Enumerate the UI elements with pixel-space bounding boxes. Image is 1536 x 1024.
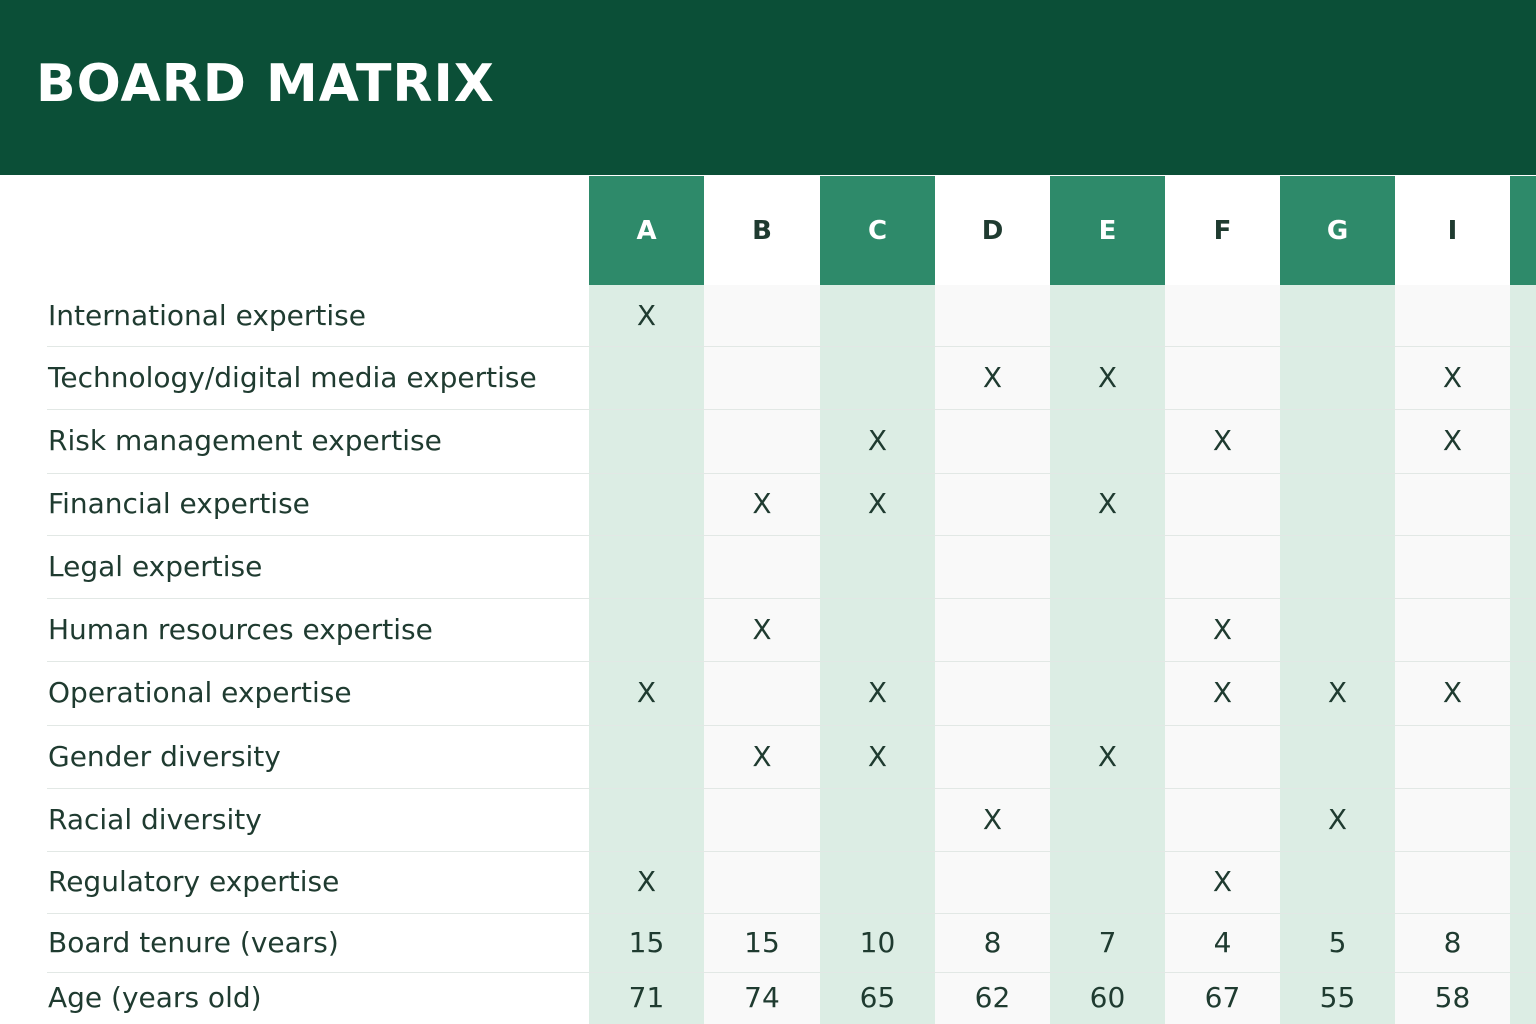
matrix-cell: 67 bbox=[1204, 981, 1241, 1014]
matrix-cell: X bbox=[1212, 424, 1233, 457]
row-divider bbox=[47, 788, 1536, 789]
column-body-C bbox=[820, 285, 935, 1024]
matrix-cell: X bbox=[1327, 802, 1348, 836]
row-label: Financial expertise bbox=[48, 487, 310, 520]
matrix-cell: X bbox=[1442, 676, 1463, 709]
row-divider bbox=[47, 851, 1536, 852]
row-label: Regulatory expertise bbox=[48, 865, 340, 898]
column-body-B bbox=[704, 285, 820, 1024]
column-header-partial bbox=[1510, 176, 1536, 285]
column-body-E bbox=[1050, 285, 1165, 1024]
matrix-cell: X bbox=[982, 802, 1003, 836]
column-header-F: F bbox=[1165, 176, 1280, 285]
column-body-G bbox=[1280, 285, 1395, 1024]
matrix-cell: X bbox=[1442, 424, 1463, 457]
row-divider bbox=[47, 535, 1536, 536]
row-divider bbox=[47, 913, 1536, 914]
matrix-cell: 5 bbox=[1328, 925, 1347, 959]
row-label: Age (years old) bbox=[48, 981, 262, 1014]
matrix-cell: X bbox=[1212, 676, 1233, 709]
column-header-C: C bbox=[820, 176, 935, 285]
matrix-cell: X bbox=[752, 739, 772, 773]
matrix-cell: X bbox=[636, 676, 657, 709]
row-label: Operational expertise bbox=[48, 676, 352, 709]
matrix-cell: X bbox=[1097, 487, 1118, 520]
column-header-D: D bbox=[935, 176, 1050, 285]
matrix-cell: X bbox=[867, 676, 888, 709]
column-header-I: I bbox=[1395, 176, 1510, 285]
row-label: International expertise bbox=[48, 298, 366, 332]
row-label: Gender diversity bbox=[48, 739, 281, 773]
column-body-I bbox=[1395, 285, 1510, 1024]
row-divider bbox=[47, 725, 1536, 726]
matrix-cell: 65 bbox=[859, 981, 896, 1014]
matrix-cell: X bbox=[752, 487, 772, 520]
matrix-cell: X bbox=[1097, 360, 1118, 394]
matrix-cell: X bbox=[982, 360, 1003, 394]
column-header-A: A bbox=[589, 176, 704, 285]
row-label: Human resources expertise bbox=[48, 612, 433, 646]
row-divider bbox=[47, 598, 1536, 599]
matrix-cell: X bbox=[636, 865, 657, 898]
matrix-cell: X bbox=[752, 612, 772, 646]
page-title: BOARD MATRIX bbox=[36, 54, 495, 114]
matrix-cell: 4 bbox=[1213, 925, 1232, 959]
matrix-cell: X bbox=[1212, 865, 1233, 898]
row-divider bbox=[47, 409, 1536, 410]
row-label: Risk management expertise bbox=[48, 424, 442, 457]
matrix-cell: X bbox=[1097, 739, 1118, 773]
column-header-B: B bbox=[704, 176, 820, 285]
matrix-cell: X bbox=[1212, 612, 1233, 646]
row-divider bbox=[47, 661, 1536, 662]
matrix-cell: 10 bbox=[859, 925, 896, 959]
matrix-cell: 15 bbox=[744, 925, 780, 959]
matrix-cell: 60 bbox=[1089, 981, 1126, 1014]
row-label: Racial diversity bbox=[48, 802, 262, 836]
page-header: BOARD MATRIX bbox=[0, 0, 1536, 175]
matrix-cell: 55 bbox=[1319, 981, 1356, 1014]
row-label: Legal expertise bbox=[48, 549, 263, 583]
matrix-cell: X bbox=[636, 298, 657, 332]
matrix-cell: X bbox=[867, 739, 888, 773]
matrix-cell: 7 bbox=[1098, 925, 1117, 959]
row-divider bbox=[47, 346, 1536, 347]
matrix-cell: X bbox=[1442, 360, 1463, 394]
row-divider bbox=[47, 972, 1536, 973]
matrix-cell: 8 bbox=[983, 925, 1002, 959]
column-header-E: E bbox=[1050, 176, 1165, 285]
row-label: Technology/digital media expertise bbox=[48, 360, 537, 394]
matrix-cell: X bbox=[867, 424, 888, 457]
column-body-D bbox=[935, 285, 1050, 1024]
matrix-cell: 62 bbox=[974, 981, 1011, 1014]
column-body-A bbox=[589, 285, 704, 1024]
row-label: Board tenure (vears) bbox=[48, 925, 339, 959]
matrix-cell: 58 bbox=[1434, 981, 1471, 1014]
matrix-cell: X bbox=[867, 487, 888, 520]
matrix-cell: 8 bbox=[1443, 925, 1462, 959]
matrix-cell: 74 bbox=[744, 981, 780, 1014]
column-body-F bbox=[1165, 285, 1280, 1024]
row-divider bbox=[47, 473, 1536, 474]
matrix-cell: X bbox=[1327, 676, 1348, 709]
column-header-G: G bbox=[1280, 176, 1395, 285]
matrix-cell: 15 bbox=[628, 925, 665, 959]
matrix-cell: 71 bbox=[628, 981, 665, 1014]
column-body-partial bbox=[1510, 285, 1536, 1024]
